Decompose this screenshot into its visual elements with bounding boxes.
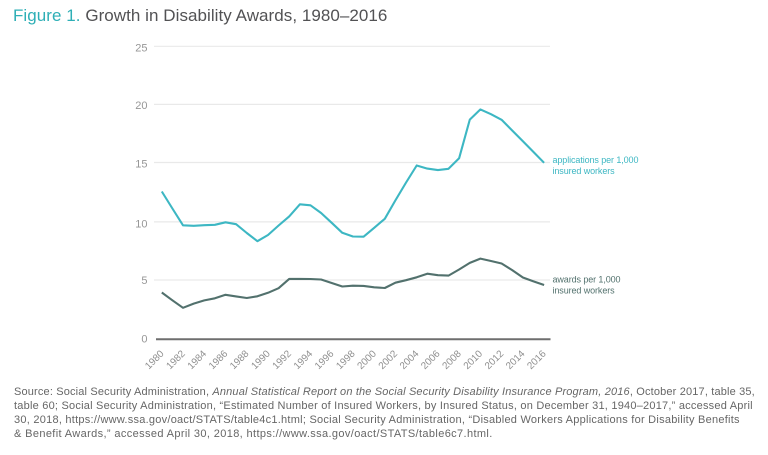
svg-text:2016: 2016 [525,348,549,372]
svg-text:2002: 2002 [377,349,400,372]
svg-text:1988: 1988 [228,348,252,372]
svg-text:1986: 1986 [207,348,231,372]
svg-text:2006: 2006 [419,348,443,372]
svg-text:2000: 2000 [356,348,380,372]
svg-text:awards per 1,000: awards per 1,000 [553,275,621,285]
svg-text:1980: 1980 [143,348,167,372]
svg-text:15: 15 [135,158,147,170]
svg-text:1992: 1992 [271,349,294,372]
svg-text:5: 5 [141,275,147,287]
svg-text:applications per 1,000: applications per 1,000 [553,155,639,165]
svg-text:2004: 2004 [398,348,422,372]
svg-text:1996: 1996 [313,348,337,372]
svg-text:insured workers: insured workers [553,166,616,176]
svg-text:2010: 2010 [462,348,486,372]
svg-text:0: 0 [141,334,147,346]
svg-text:10: 10 [135,218,147,230]
svg-text:2014: 2014 [504,348,528,372]
svg-text:1990: 1990 [249,348,273,372]
svg-text:1998: 1998 [334,348,358,372]
svg-text:2008: 2008 [440,348,464,372]
svg-text:25: 25 [135,43,147,55]
svg-text:1982: 1982 [164,349,187,372]
svg-text:2012: 2012 [483,349,506,372]
svg-text:insured workers: insured workers [553,286,616,296]
svg-text:1994: 1994 [292,348,316,372]
svg-text:1984: 1984 [186,348,210,372]
svg-text:20: 20 [135,100,147,112]
